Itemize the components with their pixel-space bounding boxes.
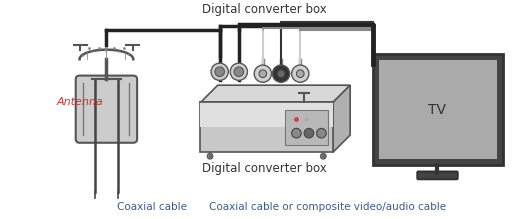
Circle shape (254, 65, 271, 82)
Text: Coaxial cable or composite video/audio cable: Coaxial cable or composite video/audio c… (209, 202, 445, 212)
Polygon shape (200, 85, 350, 102)
Circle shape (207, 153, 213, 159)
Polygon shape (333, 85, 350, 152)
Circle shape (234, 67, 243, 77)
FancyBboxPatch shape (285, 110, 328, 145)
Circle shape (211, 63, 228, 80)
FancyBboxPatch shape (418, 171, 457, 179)
Circle shape (292, 128, 301, 138)
Text: Digital converter box: Digital converter box (203, 3, 327, 16)
FancyBboxPatch shape (379, 60, 497, 159)
Circle shape (292, 65, 309, 82)
Circle shape (321, 153, 326, 159)
Text: Coaxial cable: Coaxial cable (118, 202, 188, 212)
Circle shape (296, 70, 304, 78)
Circle shape (272, 65, 290, 82)
Circle shape (316, 128, 326, 138)
Text: Digital converter box: Digital converter box (203, 162, 327, 175)
Circle shape (259, 70, 267, 78)
FancyBboxPatch shape (200, 102, 333, 152)
Circle shape (230, 63, 248, 80)
Circle shape (215, 67, 224, 77)
Circle shape (304, 128, 314, 138)
FancyBboxPatch shape (76, 76, 137, 143)
Circle shape (277, 70, 285, 78)
FancyBboxPatch shape (373, 55, 503, 165)
Text: TV: TV (428, 103, 447, 117)
FancyBboxPatch shape (200, 102, 333, 127)
Text: Antenna: Antenna (56, 97, 103, 108)
